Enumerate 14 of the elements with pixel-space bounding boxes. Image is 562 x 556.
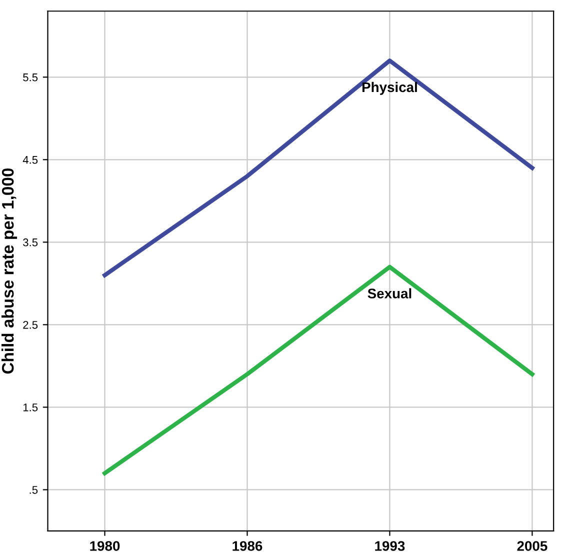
x-tick-label: 1986	[232, 541, 262, 551]
line-series	[102, 58, 534, 278]
y-tick-label: 2.5	[23, 320, 38, 329]
x-tick-label: 1993	[375, 541, 405, 551]
series-label: Sexual	[368, 288, 412, 298]
y-tick-label: 4.5	[22, 156, 38, 164]
x-tick-label: 2005	[517, 541, 548, 551]
x-tick-label: 1980	[90, 541, 120, 551]
series-label: Physical	[362, 82, 417, 95]
y-axis-title: Child abuse rate per 1,000	[2, 168, 18, 374]
y-tick-label: 1.5	[23, 404, 38, 412]
y-tick-label: 3.5	[23, 238, 38, 246]
y-tick-label: .5	[30, 486, 38, 494]
y-tick-label: 5.5	[23, 74, 38, 82]
